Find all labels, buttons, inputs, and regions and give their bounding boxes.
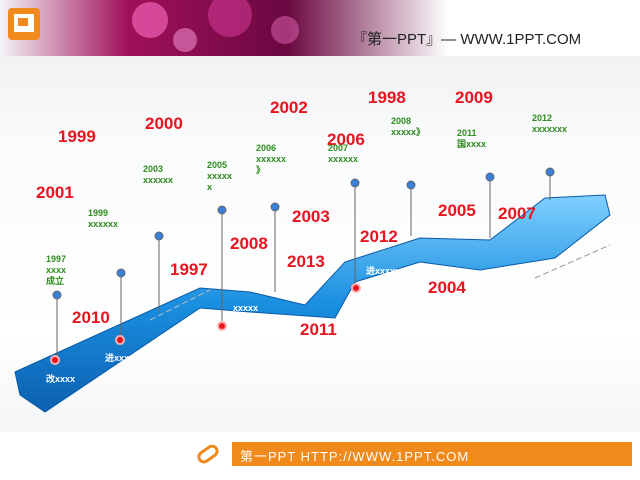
year-label: 2005 <box>438 201 476 220</box>
year-label: 2009 <box>455 88 493 107</box>
year-label: 2007 <box>498 204 536 223</box>
note-line: 成立 <box>46 276 65 286</box>
year-label: 2008 <box>230 234 268 253</box>
year-label: 2013 <box>287 252 325 271</box>
year-label: 2000 <box>145 114 183 133</box>
note: 2008 xxxxx》 <box>391 116 425 138</box>
year-label: 2003 <box>292 207 330 226</box>
year-label: 1999 <box>58 127 96 146</box>
ribbon-label: xxxxx <box>233 303 259 313</box>
year-label: 2002 <box>270 98 308 117</box>
note-line: x <box>207 182 213 192</box>
note-line: 2003 <box>143 164 164 174</box>
note: 2003 xxxxxx <box>143 164 173 186</box>
note-line: 2012 <box>532 113 553 123</box>
ribbon-label: 进xxxxxx <box>105 353 145 363</box>
year-label: 2001 <box>36 183 74 202</box>
note: 2012 xxxxxxx <box>532 113 567 135</box>
note-line: 2008 <box>391 116 412 126</box>
note-line: 国xxxx <box>457 139 487 149</box>
note: 2007 xxxxxx <box>328 143 358 165</box>
note: 1999 xxxxxx <box>88 208 118 230</box>
year-label: 2006 <box>327 130 365 149</box>
note-line: xxxxxx <box>143 175 174 185</box>
year-label: 1997 <box>170 260 208 279</box>
note-line: xxxxx》 <box>391 127 426 137</box>
ribbon-label: 进xxxxxx <box>366 266 406 276</box>
note-line: xxxxxxx <box>532 124 568 134</box>
note-line: 2006 <box>256 143 277 153</box>
note-line: xxxxxx <box>256 154 287 164</box>
note: 2011 国xxxx <box>457 128 486 150</box>
note-line: 1999 <box>88 208 109 218</box>
year-label: 2010 <box>72 308 110 327</box>
note: 2006 xxxxxx 》 <box>256 143 286 176</box>
note-line: 2007 <box>328 143 349 153</box>
note-line: xxxxxx <box>328 154 359 164</box>
note-line: xxxxx <box>207 171 233 181</box>
note-line: 1997 <box>46 254 67 264</box>
header-brand: 『第一PPT』— WWW.1PPT.COM <box>352 31 582 48</box>
note-line: xxxxxx <box>88 219 119 229</box>
footer-url: 第一PPT HTTP://WWW.1PPT.COM <box>240 449 470 464</box>
note: 1997 xxxx 成立 <box>46 254 66 287</box>
year-label: 2012 <box>360 227 398 246</box>
year-label: 2011 <box>300 320 337 339</box>
ribbon-label: 改xxxx <box>46 374 76 384</box>
note-line: 2011 <box>457 128 477 138</box>
year-label: 1998 <box>368 88 406 107</box>
year-label: 2004 <box>428 278 466 297</box>
note: 2005 xxxxx x <box>207 160 232 193</box>
note-line: xxxx <box>46 265 67 275</box>
note-line: 2005 <box>207 160 228 170</box>
note-line: 》 <box>256 165 266 175</box>
